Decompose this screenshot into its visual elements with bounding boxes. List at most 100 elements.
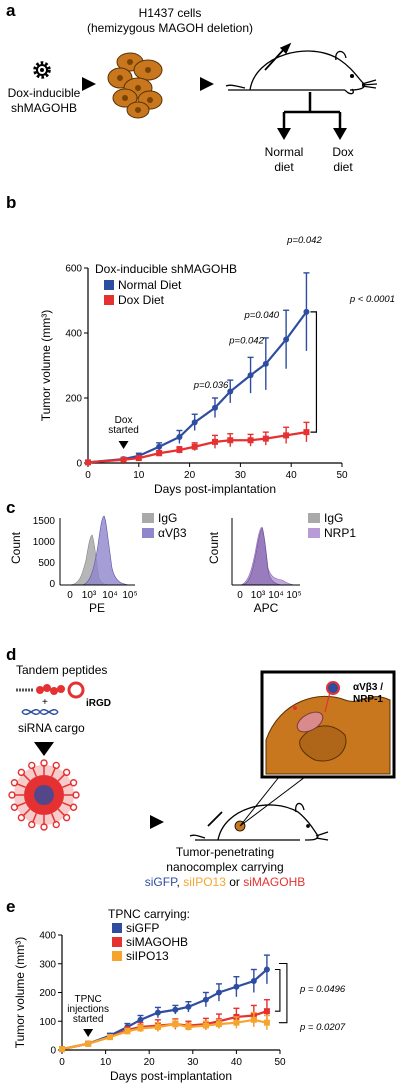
data-point bbox=[154, 1024, 161, 1030]
legend-igg-left: IgG bbox=[158, 511, 177, 525]
y-axis-label: Tumor volume (mm³) bbox=[13, 937, 27, 1049]
legend-swatch bbox=[104, 295, 114, 305]
marker-label: started bbox=[73, 1014, 104, 1025]
x-tick-label: 40 bbox=[286, 470, 298, 481]
legend-swatch bbox=[112, 937, 122, 947]
marker-label: started bbox=[108, 425, 139, 436]
data-point bbox=[59, 1046, 65, 1053]
nanocomplex-spike-head bbox=[10, 803, 19, 811]
x-tick-label: 0 bbox=[85, 470, 91, 481]
y-tick-label: 0 bbox=[50, 1046, 56, 1057]
histogram-pe: Count 1500 1000 500 0 0 10³ 10⁴ 10⁵ PE I… bbox=[9, 511, 187, 615]
xtick-1e3-left: 10³ bbox=[82, 590, 97, 601]
cell-cluster-icon bbox=[107, 52, 163, 119]
data-point bbox=[85, 459, 91, 466]
data-point bbox=[156, 443, 163, 450]
legend-avb3: αVβ3 bbox=[158, 526, 187, 540]
x-tick-label: 10 bbox=[100, 1057, 112, 1068]
panel-c: c Count 1500 1000 500 0 0 10³ 10⁴ 10⁵ PE… bbox=[6, 498, 356, 615]
caption-or: or bbox=[226, 875, 243, 889]
xlabel-pe: PE bbox=[89, 601, 105, 615]
point-pvalue: p=0.040 bbox=[243, 310, 279, 321]
legend-label: siIPO13 bbox=[126, 949, 169, 963]
data-point bbox=[137, 1016, 144, 1023]
diet-dox-line1: Dox bbox=[332, 145, 353, 159]
xtick-1e3-right: 10³ bbox=[251, 590, 266, 601]
point-pvalue: p=0.036 bbox=[193, 380, 229, 391]
data-point bbox=[233, 1019, 240, 1026]
caption-sep1: , bbox=[177, 875, 184, 889]
legend-label: Dox Diet bbox=[118, 293, 165, 307]
data-point bbox=[263, 1019, 270, 1026]
nanocomplex-spike-head bbox=[10, 779, 19, 787]
gear-icon bbox=[33, 61, 51, 79]
marker-label: Dox bbox=[115, 415, 133, 426]
pvalue-upper-e: p = 0.0496 bbox=[299, 984, 346, 995]
axes bbox=[61, 935, 280, 1051]
x-tick-label: 50 bbox=[274, 1057, 286, 1068]
panel-b: b 0 10 20 30 40 50 0 200 400 600 Days post-implant… bbox=[6, 193, 395, 496]
data-point bbox=[247, 437, 254, 444]
nanocomplex-spike-head bbox=[62, 768, 71, 777]
point-pvalue: p=0.042 bbox=[228, 335, 264, 346]
y-tick-label: 200 bbox=[65, 394, 82, 405]
legend-title-e: TPNC carrying: bbox=[108, 907, 190, 921]
dox-label-line2: shMAGOHB bbox=[11, 101, 77, 115]
data-point bbox=[263, 966, 270, 973]
y-tick-label: 100 bbox=[39, 1017, 56, 1028]
significance-bracket bbox=[310, 311, 318, 433]
irgd-label: iRGD bbox=[86, 698, 111, 709]
nanocomplex-spike-head bbox=[40, 759, 48, 767]
data-point bbox=[156, 450, 163, 457]
nanocomplex-spike-head bbox=[28, 820, 36, 829]
receptor-label-line1: αVβ3 / bbox=[353, 682, 383, 693]
data-point bbox=[263, 1008, 270, 1015]
data-point bbox=[185, 1003, 192, 1010]
data-point bbox=[262, 435, 269, 442]
caption-sigfp: siGFP bbox=[145, 875, 178, 889]
x-tick-label: 20 bbox=[144, 1057, 156, 1068]
x-tick-label: 40 bbox=[231, 1057, 243, 1068]
y-tick-label: 400 bbox=[65, 329, 82, 340]
ytick-0: 0 bbox=[49, 579, 55, 590]
caption-line1: Tumor-penetrating bbox=[176, 845, 274, 859]
data-point bbox=[85, 1040, 92, 1047]
nanocomplex-spike-head bbox=[17, 768, 26, 777]
data-point bbox=[227, 437, 234, 444]
panel-letter-e: e bbox=[6, 897, 15, 916]
diet-dox-line2: diet bbox=[333, 160, 353, 174]
legend-nrp1: NRP1 bbox=[324, 526, 356, 540]
x-tick-label: 10 bbox=[133, 470, 145, 481]
panel-d: d Tandem peptides iRGD + siRNA cargo bbox=[6, 645, 396, 889]
mouse-icon bbox=[225, 42, 378, 95]
nanocomplex-spike-head bbox=[52, 820, 60, 829]
data-point bbox=[250, 978, 257, 984]
y-tick-label: 200 bbox=[39, 988, 56, 999]
sirna-icon bbox=[21, 709, 59, 715]
data-point bbox=[172, 1021, 179, 1028]
diet-normal-line1: Normal bbox=[265, 145, 304, 159]
x-tick-label: 30 bbox=[235, 470, 247, 481]
marker-label: TPNC bbox=[75, 994, 102, 1005]
y-tick-label: 600 bbox=[65, 264, 82, 275]
overall-pvalue-b: p < 0.0001 bbox=[349, 294, 395, 305]
ylabel-count-left: Count bbox=[9, 531, 23, 564]
series-Dox Diet bbox=[85, 421, 310, 466]
data-point bbox=[227, 388, 234, 395]
nanocomplex-spike-head bbox=[8, 791, 16, 799]
tumor-volume-chart-e: 0 10 20 30 40 50 0 100 200 300 400 Days post-implan… bbox=[13, 921, 288, 1083]
legend-igg-right: IgG bbox=[324, 511, 343, 525]
nanocomplex-spike-head bbox=[69, 779, 78, 787]
data-point bbox=[262, 360, 269, 367]
caption-siipo13: siIPO13 bbox=[183, 875, 226, 889]
data-point bbox=[124, 1028, 131, 1035]
data-point bbox=[283, 336, 290, 343]
ytick-500: 500 bbox=[38, 558, 55, 569]
point-pvalue: p=0.042 bbox=[286, 235, 322, 246]
legend-label: siGFP bbox=[126, 921, 159, 935]
panel-letter-a: a bbox=[6, 1, 16, 20]
x-tick-label: 30 bbox=[187, 1057, 199, 1068]
bracket-lower bbox=[278, 962, 288, 1024]
nanocomplex-spike-head bbox=[62, 813, 71, 822]
